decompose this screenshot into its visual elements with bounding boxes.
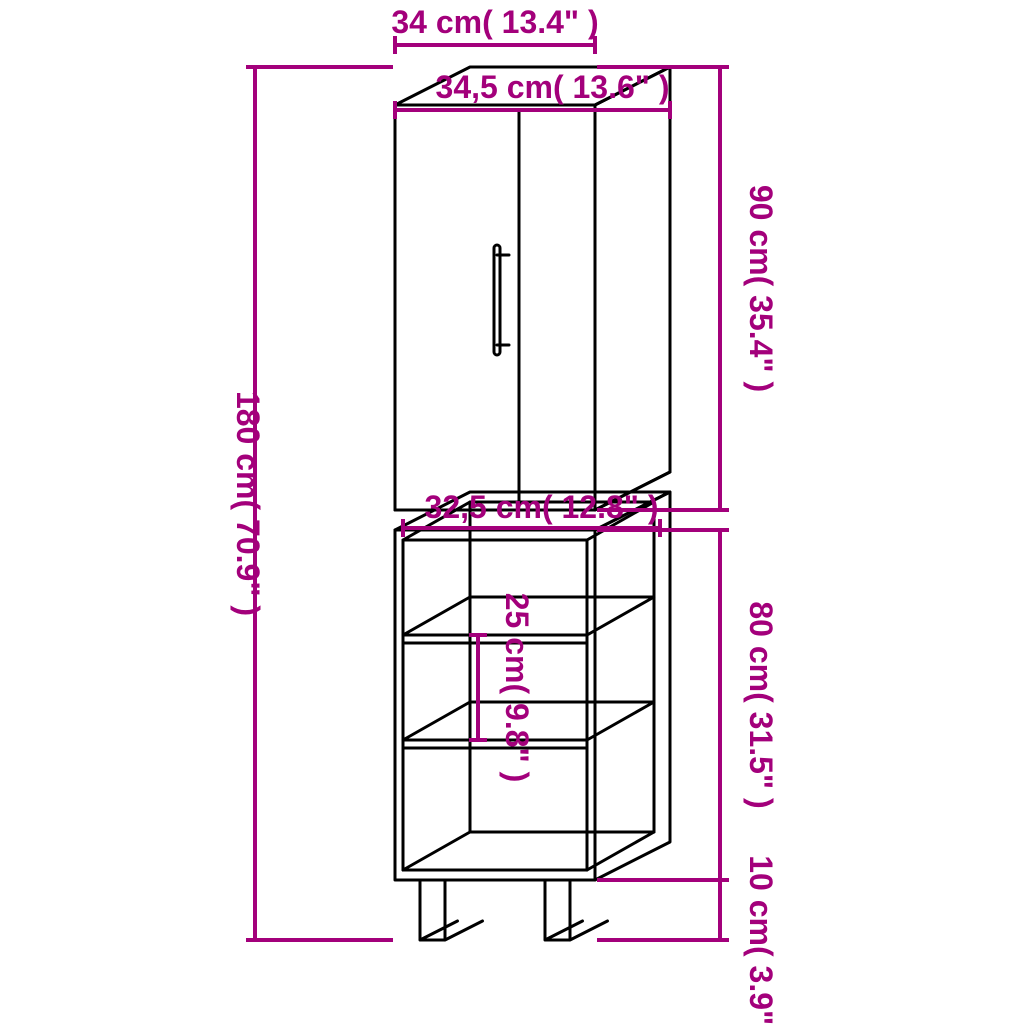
dim-upper-h (711, 67, 729, 510)
dim-leg-h (711, 880, 729, 940)
lower-side (595, 492, 670, 880)
labels.upper_h: 90 cm( 35.4" ) (743, 185, 779, 392)
leg (420, 880, 483, 940)
lower-back-panel (470, 502, 654, 832)
door-handle (494, 245, 500, 355)
labels.inner_width: 32,5 cm( 12.8" ) (425, 489, 659, 525)
lower-opening (403, 540, 587, 870)
lower-front (395, 530, 595, 880)
labels.leg_h: 10 cm( 3.9" ) (743, 855, 779, 1024)
dim-shelf-h (469, 635, 487, 740)
dim-lower-h (711, 530, 729, 880)
labels.shelf_h: 25 cm( 9.8" ) (499, 593, 535, 782)
labels.width: 34,5 cm( 13.6" ) (436, 69, 670, 105)
labels.total_h: 180 cm( 70.9" ) (230, 391, 266, 616)
labels.depth: 34 cm( 13.4" ) (391, 4, 598, 40)
labels.lower_h: 80 cm( 31.5" ) (743, 601, 779, 808)
upper-side (595, 67, 670, 510)
leg (545, 880, 608, 940)
